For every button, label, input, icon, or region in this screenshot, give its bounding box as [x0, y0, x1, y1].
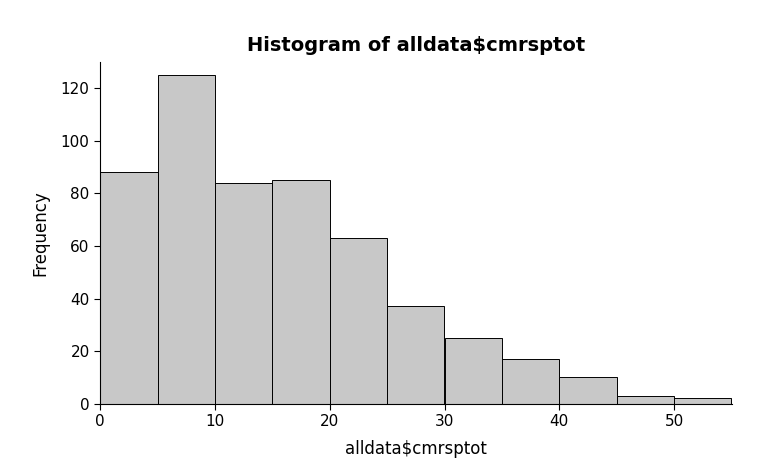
Bar — [100, 172, 158, 404]
Y-axis label: Frequency: Frequency — [32, 190, 50, 276]
X-axis label: alldata$cmrsptot: alldata$cmrsptot — [345, 440, 487, 458]
Bar — [387, 306, 444, 404]
Bar — [158, 75, 215, 404]
Bar — [559, 378, 617, 404]
Bar — [674, 399, 732, 404]
Title: Histogram of alldata$cmrsptot: Histogram of alldata$cmrsptot — [246, 36, 585, 55]
Bar — [617, 396, 674, 404]
Bar — [444, 338, 502, 404]
Bar — [273, 180, 330, 404]
Bar — [215, 183, 273, 404]
Bar — [502, 359, 559, 404]
Bar — [330, 238, 387, 404]
